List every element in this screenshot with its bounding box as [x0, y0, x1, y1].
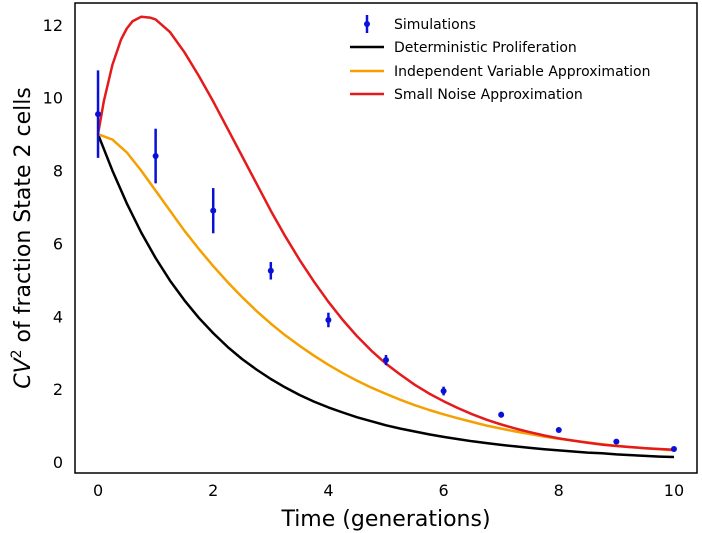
- x-tick-label: 10: [664, 481, 684, 500]
- sim-marker: [440, 388, 447, 395]
- series-line-0: [96, 133, 675, 459]
- legend-entry-simulations: Simulations: [364, 15, 476, 33]
- sim-point: [555, 427, 562, 434]
- legend-label-independent: Independent Variable Approximation: [394, 64, 650, 80]
- simulation-points: [95, 70, 677, 452]
- x-axis-title: Time (generations): [280, 507, 490, 532]
- sim-point: [383, 354, 389, 366]
- y-tick-label: 4: [53, 307, 63, 326]
- sim-marker: [325, 316, 332, 323]
- sim-point: [498, 411, 505, 418]
- sim-marker: [613, 438, 620, 445]
- x-tick-label: 0: [93, 481, 103, 500]
- sim-marker: [267, 267, 274, 274]
- x-tick-labels: 0 2 4 6 8 10: [93, 481, 684, 500]
- y-tick-labels: 0 2 4 6 8 10 12: [43, 16, 63, 472]
- sim-marker: [152, 153, 159, 160]
- series-line-2: [96, 15, 675, 451]
- legend-entry-independent: Independent Variable Approximation: [350, 64, 650, 80]
- sim-point: [152, 128, 159, 184]
- y-tick-label: 8: [53, 162, 63, 181]
- series-layer: [96, 15, 675, 459]
- x-tick-label: 4: [323, 481, 333, 500]
- sim-marker: [670, 445, 677, 452]
- legend-label-small-noise: Small Noise Approximation: [394, 87, 583, 103]
- y-tick-label: 10: [43, 89, 63, 108]
- sim-marker: [210, 207, 217, 214]
- sim-marker: [95, 111, 102, 118]
- sim-marker: [498, 411, 505, 418]
- legend: Simulations Deterministic Proliferation …: [350, 15, 650, 103]
- y-tick-label: 12: [43, 16, 63, 35]
- sim-point: [440, 386, 447, 396]
- sim-point: [95, 70, 102, 158]
- x-tick-label: 8: [554, 481, 564, 500]
- legend-entry-deterministic: Deterministic Proliferation: [350, 40, 577, 56]
- legend-entry-small-noise: Small Noise Approximation: [350, 87, 583, 103]
- sim-point: [325, 312, 332, 328]
- sim-point: [613, 438, 620, 445]
- sim-marker: [555, 427, 562, 434]
- sim-point: [670, 445, 677, 452]
- x-tick-label: 6: [438, 481, 448, 500]
- sim-point: [210, 188, 217, 234]
- y-tick-label: 0: [53, 453, 63, 472]
- y-tick-label: 2: [53, 380, 63, 399]
- sim-marker: [383, 357, 389, 364]
- legend-label-deterministic: Deterministic Proliferation: [394, 40, 577, 56]
- x-tick-label: 2: [208, 481, 218, 500]
- legend-label-simulations: Simulations: [394, 17, 476, 33]
- y-axis-title: CV2 of fraction State 2 cells: [9, 87, 36, 389]
- sim-point: [267, 262, 274, 280]
- y-tick-label: 6: [53, 234, 63, 253]
